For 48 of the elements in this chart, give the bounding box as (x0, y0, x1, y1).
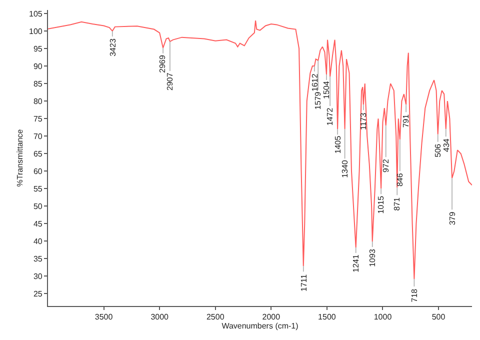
annotation: 2969 (158, 54, 168, 73)
y-tick-label: 95 (33, 44, 43, 54)
annotation: 379 (448, 211, 457, 226)
annotation: 1405 (333, 135, 342, 154)
annotation: 972 (381, 158, 390, 172)
y-tick-label: 40 (33, 237, 43, 246)
y-tick-label: 70 (33, 132, 43, 141)
annotation: 718 (410, 288, 420, 302)
annotation: 2907 (165, 72, 174, 90)
y-tick-label: 65 (33, 149, 43, 158)
annotation: 846 (395, 172, 404, 187)
annotation: 791 (401, 114, 410, 128)
annotation: 1173 (358, 112, 368, 130)
annotation: 434 (442, 138, 451, 152)
x-tick-label: 1500 (318, 312, 336, 322)
annotation: 1711 (299, 274, 308, 292)
y-tick-label: 50 (33, 202, 43, 211)
y-tick-label: 90 (33, 62, 43, 71)
annotation: 871 (392, 196, 402, 211)
y-axis-title: %Transmittance (16, 128, 25, 187)
annotation: 1340 (340, 160, 350, 178)
y-tick-label: 75 (33, 114, 43, 124)
annotation: 506 (434, 143, 442, 158)
y-tick-label: 80 (33, 96, 43, 106)
x-tick-label: 3000 (150, 312, 170, 322)
x-tick-label: 3500 (94, 312, 114, 322)
x-tick-label: 1000 (374, 312, 392, 322)
annotation: 1612 (310, 73, 320, 92)
annotation: 1472 (326, 107, 335, 126)
y-tick-label: 60 (33, 166, 43, 176)
y-tick-label: 55 (33, 184, 43, 194)
y-tick-label: 30 (33, 272, 43, 282)
x-tick-label: 2500 (206, 312, 225, 322)
annotation: 1241 (351, 254, 360, 272)
x-tick-label: 500 (432, 312, 446, 322)
x-tick-label: 2000 (262, 312, 281, 322)
annotation: 3423 (108, 38, 118, 56)
y-tick-label: 85 (33, 79, 43, 88)
y-tick-label: 45 (33, 219, 43, 228)
annotation: 1093 (368, 248, 377, 267)
y-tick-label: 35 (33, 254, 43, 264)
y-tick-label: 25 (33, 290, 43, 299)
annotation: 1579 (314, 91, 323, 110)
annotation: 1015 (376, 195, 386, 214)
annotation: 1504 (322, 80, 332, 99)
y-tick-label: 100 (29, 26, 43, 36)
x-axis-title: Wavenumbers (cm-1) (222, 322, 299, 331)
y-tick-label: 105 (29, 9, 43, 18)
